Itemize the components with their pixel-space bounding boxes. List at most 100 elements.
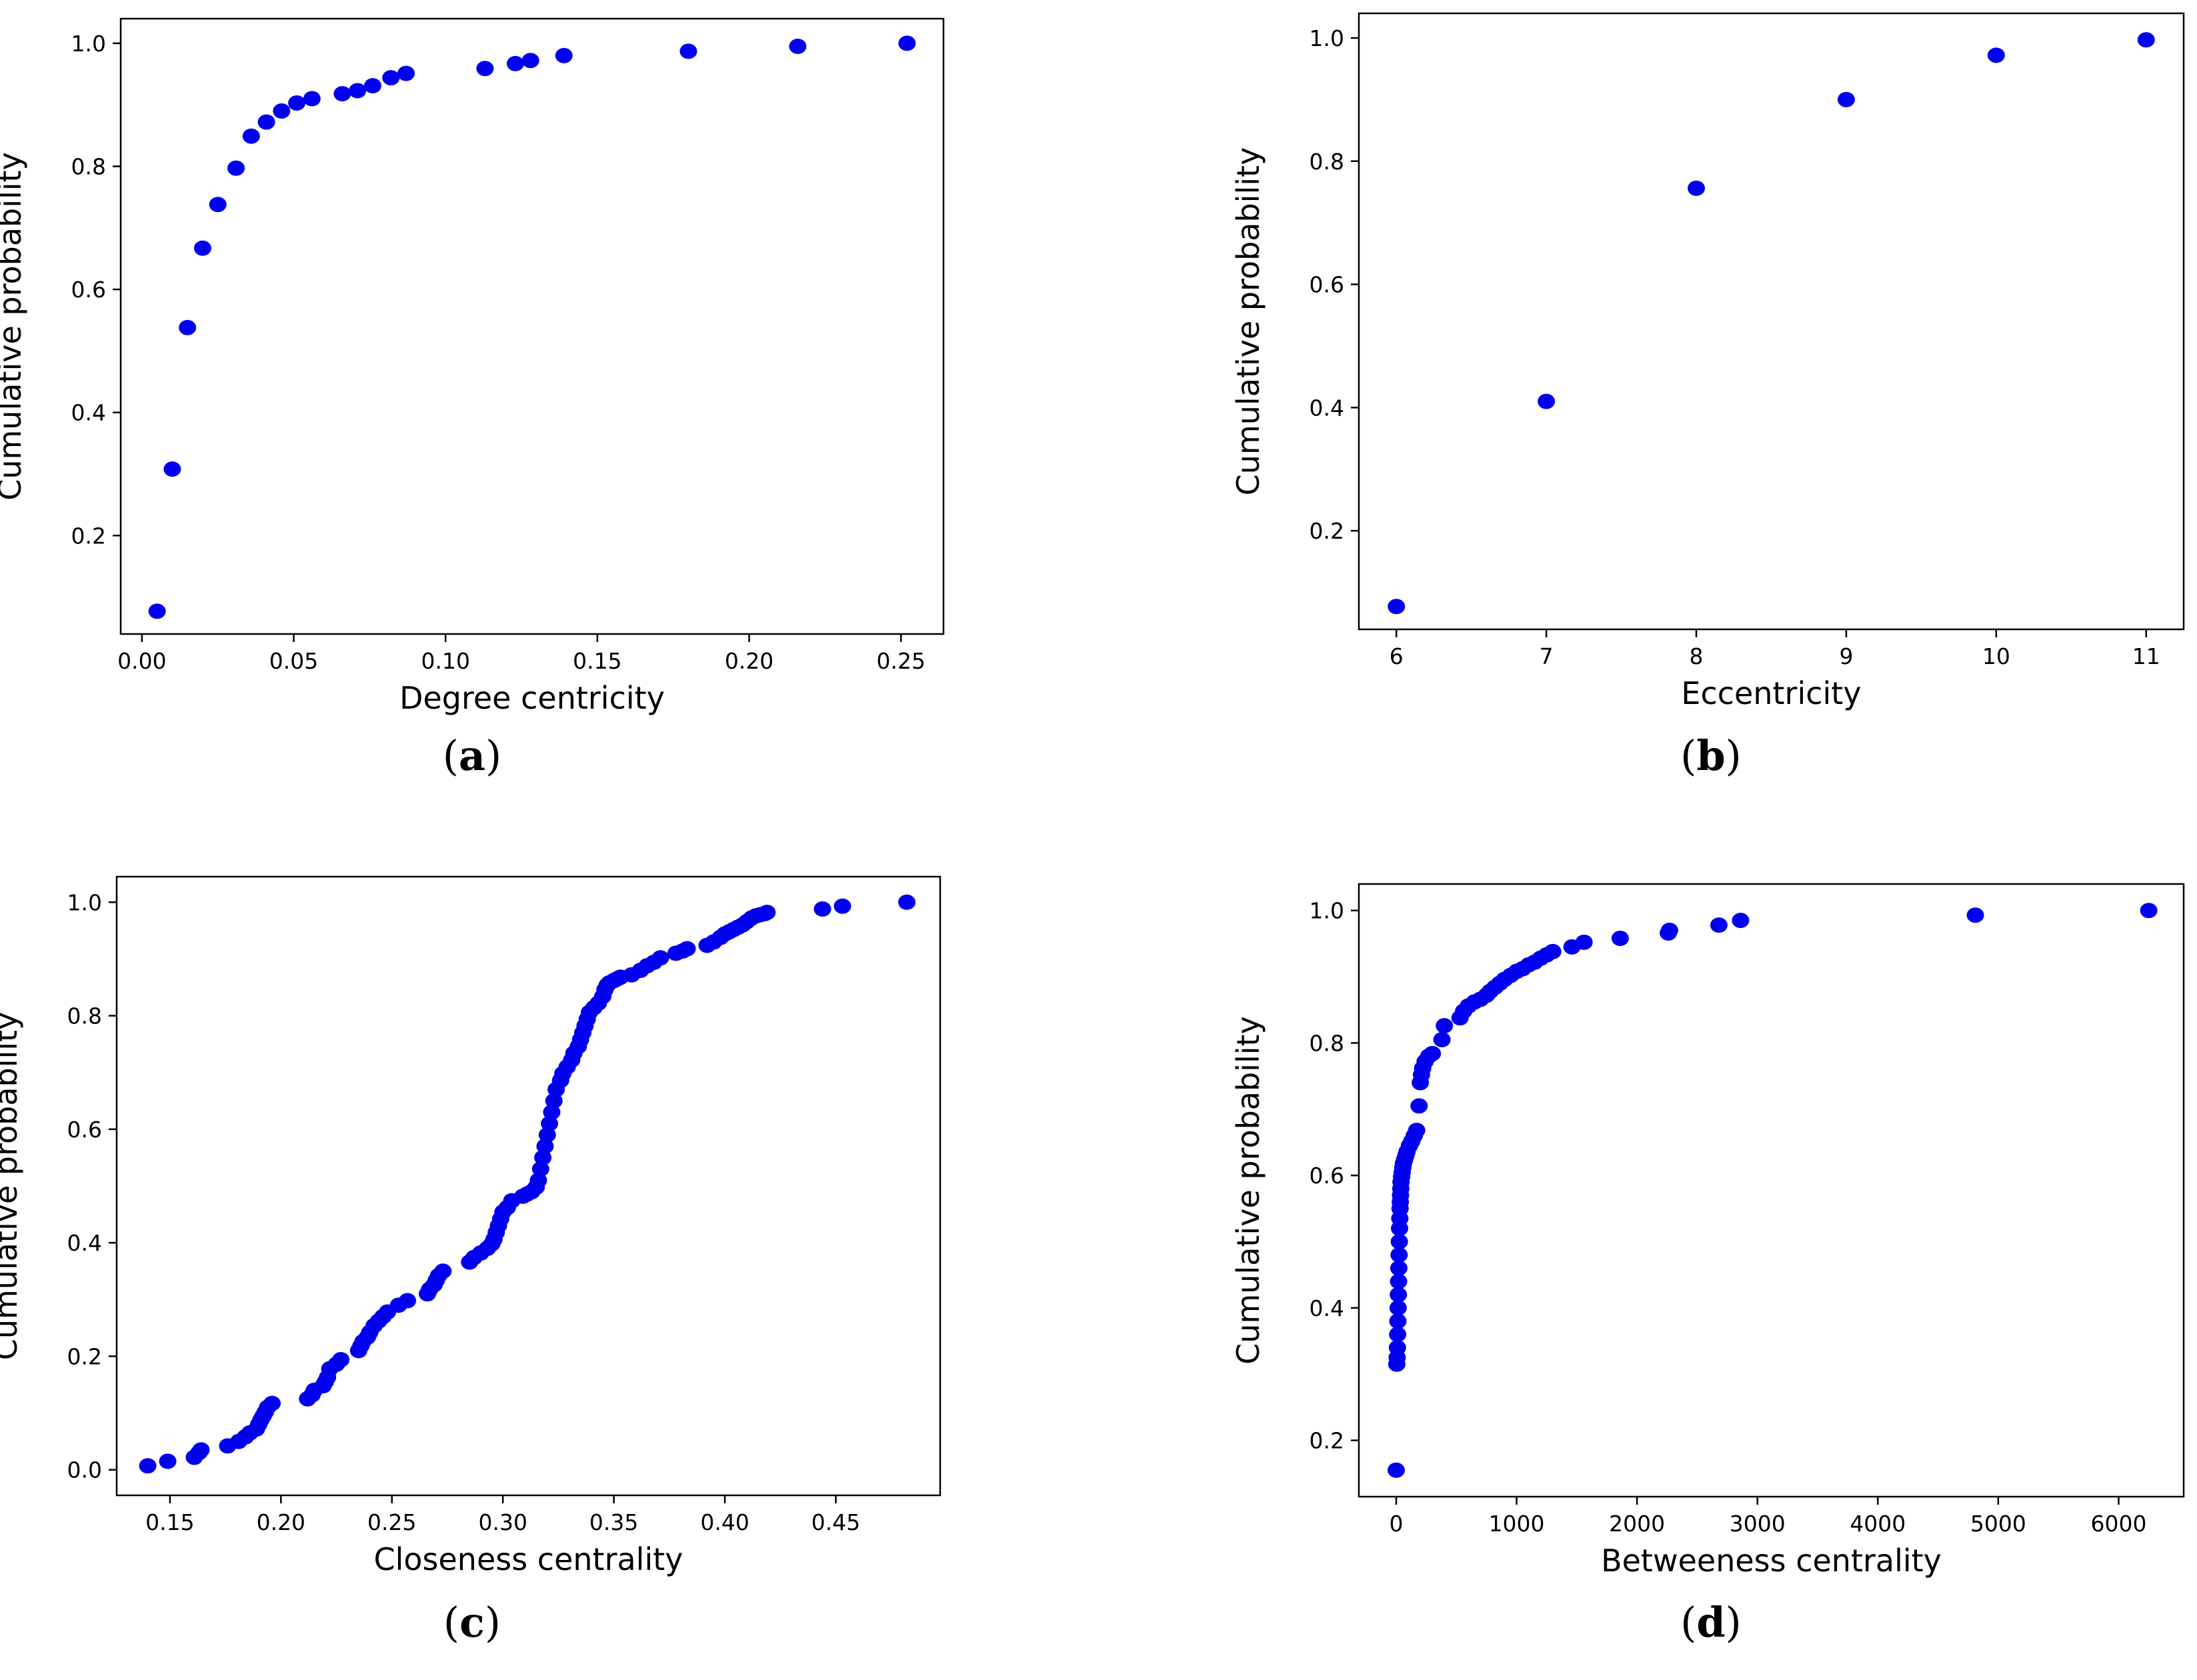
x-tick-label: 0.15 <box>145 1509 194 1535</box>
y-tick-label: 0.6 <box>67 1117 102 1143</box>
data-point <box>1389 1313 1407 1329</box>
data-point <box>555 47 573 63</box>
data-point <box>434 1263 452 1279</box>
data-point <box>1436 1018 1454 1034</box>
x-tick-label: 4000 <box>1850 1511 1906 1537</box>
data-point <box>545 1093 563 1109</box>
y-axis-label: Cumulative probability <box>0 152 28 501</box>
y-tick-label: 0.2 <box>1310 518 1344 544</box>
data-point <box>813 901 831 917</box>
y-axis-label: Cumulative probability <box>1230 147 1266 496</box>
y-tick-label: 0.6 <box>71 277 106 303</box>
data-point <box>1389 1327 1407 1343</box>
panel-caption: (b) <box>1680 731 1742 780</box>
y-tick-label: 0.2 <box>71 523 106 549</box>
data-point <box>288 95 306 111</box>
y-tick-label: 0.4 <box>67 1230 102 1256</box>
plot-frame <box>1358 12 2185 631</box>
data-point <box>303 91 321 107</box>
x-tick-label: 6000 <box>2090 1511 2146 1537</box>
chart-panel-b: 6 7 8 9 10 11 0.2 0.4 0.6 0.8 1.0 Eccentricity Cumul… <box>1230 12 2185 780</box>
data-point <box>1390 1287 1408 1303</box>
y-tick-label: 0.8 <box>67 1003 102 1029</box>
data-point <box>1410 1098 1428 1114</box>
x-tick-label: 10 <box>1982 643 2010 669</box>
data-point <box>898 35 916 51</box>
data-point <box>163 461 181 477</box>
panel-caption: (d) <box>1680 1598 1742 1647</box>
data-point <box>1424 1045 1442 1061</box>
y-tick-label: 0.4 <box>1310 1295 1344 1321</box>
data-point <box>1660 923 1678 939</box>
data-point <box>209 197 227 213</box>
data-point <box>2140 903 2158 919</box>
data-point <box>399 1293 417 1309</box>
plot-frame <box>115 875 941 1497</box>
plot-frame <box>119 17 945 635</box>
data-point <box>898 894 916 910</box>
x-tick-label: 7 <box>1540 643 1554 669</box>
data-point <box>521 53 539 69</box>
y-tick-label: 0.8 <box>1310 1030 1344 1056</box>
data-point <box>242 128 260 144</box>
x-tick-label: 0.40 <box>700 1509 749 1535</box>
x-tick-label: 0.00 <box>117 648 166 674</box>
data-point <box>179 319 197 335</box>
panel-caption: (a) <box>443 731 502 780</box>
x-tick-label: 0.25 <box>877 648 925 674</box>
x-axis-label: Eccentricity <box>1681 675 1861 711</box>
x-tick-label: 11 <box>2132 643 2160 669</box>
plot-frame <box>1358 883 2185 1498</box>
data-point <box>758 905 776 921</box>
y-tick-label: 1.0 <box>1310 898 1344 924</box>
data-point <box>1387 1462 1405 1478</box>
y-tick-label: 1.0 <box>1310 25 1344 51</box>
data-point <box>382 70 400 86</box>
data-point <box>192 1442 210 1458</box>
data-point <box>397 65 415 81</box>
data-point <box>534 1149 552 1165</box>
x-tick-label: 2000 <box>1609 1511 1665 1537</box>
y-tick-label: 0.6 <box>1310 1163 1344 1189</box>
x-axis-label: Degree centricity <box>399 680 665 716</box>
data-point <box>529 1172 547 1188</box>
x-tick-label: 0.05 <box>269 648 318 674</box>
x-tick-label: 8 <box>1690 643 1704 669</box>
data-point <box>1966 907 1984 923</box>
data-point <box>333 86 351 102</box>
data-point <box>1837 91 1855 107</box>
data-point <box>273 103 291 119</box>
x-tick-label: 0.20 <box>257 1509 305 1535</box>
data-point <box>1408 1123 1426 1139</box>
x-tick-label: 0.25 <box>367 1509 416 1535</box>
data-point <box>1688 180 1706 196</box>
y-tick-label: 0.2 <box>67 1343 102 1369</box>
data-point <box>159 1453 177 1469</box>
data-point <box>1388 599 1406 615</box>
data-point <box>363 78 381 94</box>
data-point <box>349 83 367 99</box>
x-tick-label: 0.20 <box>725 648 773 674</box>
data-point <box>139 1458 157 1474</box>
data-point <box>1390 1260 1408 1276</box>
y-tick-label: 0.8 <box>71 154 106 180</box>
data-point <box>2137 32 2155 48</box>
y-axis-label: Cumulative probability <box>0 1012 24 1361</box>
data-point <box>541 1115 559 1131</box>
x-tick-label: 3000 <box>1730 1511 1786 1537</box>
data-point <box>1390 1247 1408 1263</box>
data-point <box>476 61 494 77</box>
chart-panel-a: 0.00 0.05 0.10 0.15 0.20 0.25 0.2 0.4 0.6 0.8 1.0 D… <box>0 17 945 780</box>
data-point <box>1987 47 2005 63</box>
y-tick-label: 0.8 <box>1310 149 1344 175</box>
chart-panel-c: 0.15 0.20 0.25 0.30 0.35 0.40 0.45 0.0 0.2 0.4 0.6… <box>0 875 941 1647</box>
y-tick-label: 0.6 <box>1310 272 1344 298</box>
data-point <box>263 1395 281 1411</box>
data-point <box>536 1138 554 1154</box>
data-point <box>833 898 851 914</box>
x-tick-label: 0.30 <box>478 1509 527 1535</box>
data-point <box>148 603 166 619</box>
x-tick-label: 1000 <box>1489 1511 1545 1537</box>
data-point <box>1433 1031 1451 1047</box>
